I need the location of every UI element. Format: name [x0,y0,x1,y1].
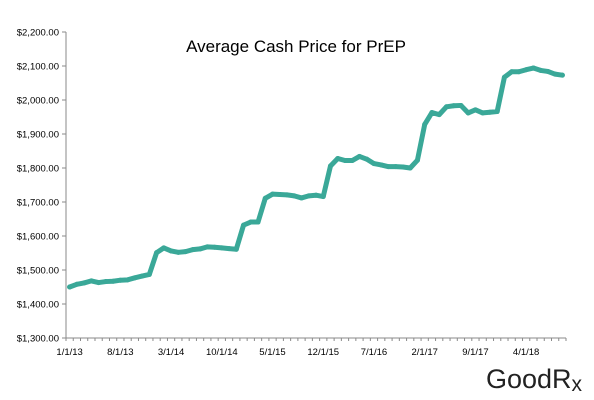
data-point [501,74,507,80]
data-point [125,277,131,283]
data-point [139,273,145,279]
data-point [81,280,87,286]
y-tick-label: $1,800.00 [17,164,59,175]
y-tick-label: $1,300.00 [17,334,59,345]
data-point [400,164,406,170]
data-point [364,156,370,162]
data-point [270,191,276,197]
data-point [516,69,522,75]
data-point [233,246,239,252]
data-point [161,245,167,251]
y-tick-label: $1,400.00 [17,300,59,311]
data-point [509,69,515,75]
data-point [545,68,551,74]
data-point [559,72,565,78]
data-point [248,219,254,225]
y-tick-label: $1,500.00 [17,266,59,277]
data-point [117,277,123,283]
data-point [465,110,471,116]
x-tick-label: 2/1/17 [411,347,437,358]
data-point [96,280,102,286]
x-tick-label: 8/1/13 [107,347,133,358]
data-point [552,71,558,77]
data-point [291,193,297,199]
data-point [393,164,399,170]
y-tick-label: $1,600.00 [17,232,59,243]
y-tick-label: $2,000.00 [17,96,59,107]
data-point [103,279,109,285]
data-point [88,278,94,284]
data-point [472,107,478,113]
data-point [277,192,283,198]
data-point [458,102,464,108]
data-point [487,109,493,115]
data-point [197,246,203,252]
x-tick-label: 3/1/14 [158,347,184,358]
data-point [175,249,181,255]
data-point [494,109,500,115]
data-point [451,103,457,109]
data-point [335,155,341,161]
data-point [74,281,80,287]
data-point [226,246,232,252]
data-point [327,163,333,169]
data-point [262,195,268,201]
data-point [219,245,225,251]
data-point [436,112,442,118]
data-point [154,250,160,256]
goodrx-logo: GoodRx [486,364,583,396]
x-tick-label: 5/1/15 [259,347,285,358]
data-point [241,222,247,228]
data-point [299,195,305,201]
x-axis-ticks: 1/1/13 8/1/13 3/1/14 10/1/14 5/1/15 12/1/15 7/… [56,338,567,358]
x-tick-label: 10/1/14 [206,347,238,358]
data-point [385,164,391,170]
y-tick-label: $1,900.00 [17,130,59,141]
y-tick-label: $2,100.00 [17,62,59,73]
data-point [132,275,138,281]
data-point [378,162,384,168]
data-point [306,193,312,199]
data-point [67,284,73,290]
y-tick-label: $1,700.00 [17,198,59,209]
x-tick-label: 12/1/15 [307,347,339,358]
data-point [146,271,152,277]
data-point [342,158,348,164]
data-point [349,158,355,164]
data-point [407,165,413,171]
data-point [313,192,319,198]
data-point [320,194,326,200]
data-point [429,110,435,116]
data-point [284,192,290,198]
y-tick-label: $2,200.00 [17,28,59,39]
data-point [523,67,529,73]
data-point [212,244,218,250]
data-point [190,247,196,253]
series-line [67,65,565,290]
x-tick-label: 4/1/18 [513,347,539,358]
data-point [538,67,544,73]
y-axis-ticks: $1,300.00 $1,400.00 $1,500.00 $1,600.00 $1,7… [17,28,66,345]
data-point [110,278,116,284]
data-point [530,65,536,71]
data-point [204,244,210,250]
data-point [371,161,377,167]
x-tick-label: 1/1/13 [56,347,82,358]
chart-title: Average Cash Price for PrEP [186,37,406,56]
x-tick-label: 9/1/17 [462,347,488,358]
data-points [67,65,565,290]
data-point [443,104,449,110]
data-point [480,110,486,116]
data-point [255,219,261,225]
data-point [168,248,174,254]
data-point [414,157,420,163]
data-point [422,121,428,127]
x-tick-label: 7/1/16 [361,347,387,358]
data-point [183,249,189,255]
data-point [356,153,362,159]
